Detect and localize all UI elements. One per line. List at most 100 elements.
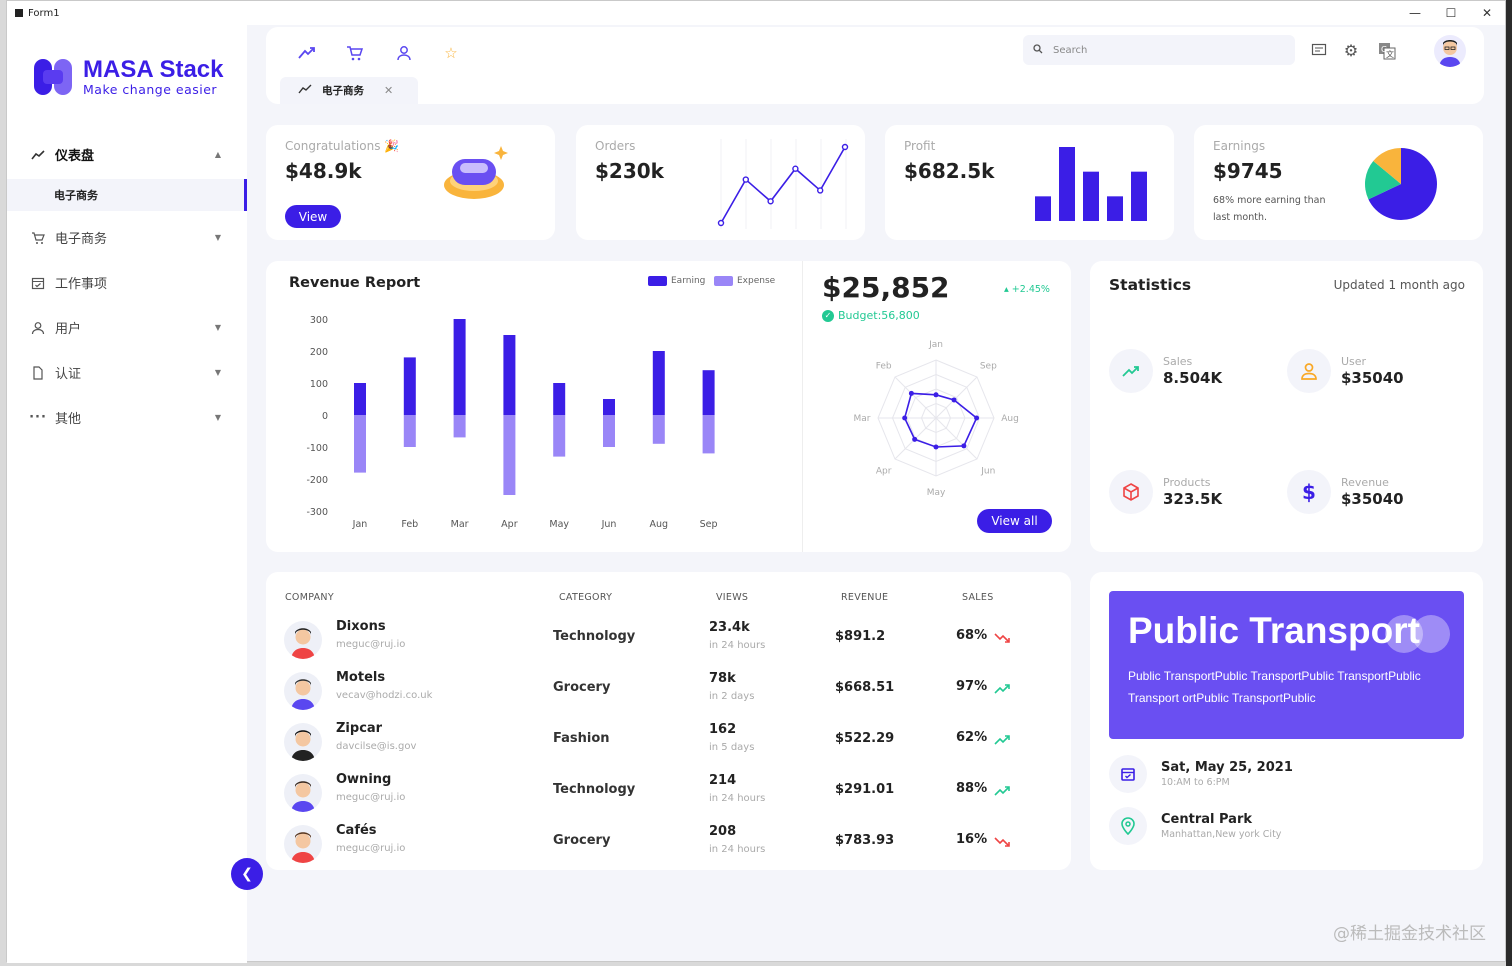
views-cell: 162 bbox=[709, 722, 737, 737]
pie-slice bbox=[1365, 161, 1401, 200]
calendar-icon bbox=[1109, 755, 1147, 793]
views-cell: 214 bbox=[709, 773, 737, 788]
stat-label: Products bbox=[1163, 476, 1211, 489]
table-row[interactable]: Cafés meguc@ruj.io Grocery 208 in 24 hou… bbox=[266, 821, 1066, 872]
earning-bar bbox=[503, 335, 516, 415]
brand-tagline: Make change easier bbox=[83, 81, 218, 97]
cart-icon[interactable] bbox=[345, 43, 365, 63]
event-card: Public Transport Public TransportPublic … bbox=[1090, 572, 1483, 870]
orders-value: $230k bbox=[595, 159, 664, 183]
cart-icon bbox=[31, 231, 45, 245]
sidebar-item-label: 工作事项 bbox=[55, 277, 108, 292]
table-row[interactable]: Dixons meguc@ruj.io Technology 23.4k in … bbox=[266, 617, 1066, 668]
y-tick-label: -200 bbox=[306, 475, 328, 486]
tab-ecommerce[interactable]: 电子商务 ✕ bbox=[280, 77, 418, 104]
legend-expense: Expense bbox=[714, 276, 775, 286]
sidebar-item-tasks[interactable]: 工作事项 bbox=[7, 260, 247, 305]
revenue-cell: $291.01 bbox=[835, 782, 895, 797]
category-cell: Technology bbox=[553, 782, 636, 797]
banner-circle bbox=[1412, 615, 1450, 653]
sidebar-item-ecommerce[interactable]: 电子商务 ▼ bbox=[7, 215, 247, 260]
expense-bar bbox=[453, 415, 466, 438]
company-name: Zipcar bbox=[336, 721, 383, 736]
close-tab-icon[interactable]: ✕ bbox=[384, 84, 394, 97]
earnings-pie-chart bbox=[1365, 148, 1437, 220]
views-cell: 78k bbox=[709, 671, 736, 686]
revenue-cell: $522.29 bbox=[835, 731, 895, 746]
table-row[interactable]: Owning meguc@ruj.io Technology 214 in 24… bbox=[266, 770, 1066, 821]
close-button[interactable]: ✕ bbox=[1481, 6, 1493, 20]
radar-axis-label: Sep bbox=[980, 362, 997, 372]
message-icon[interactable] bbox=[1309, 40, 1329, 60]
statistics-title: Statistics bbox=[1109, 276, 1192, 294]
collapse-sidebar-button[interactable]: ❮ bbox=[231, 858, 263, 890]
search-input[interactable]: Search bbox=[1023, 35, 1295, 65]
stat-revenue: $ Revenue $35040 bbox=[1287, 470, 1404, 514]
x-tick-label: Sep bbox=[700, 519, 718, 530]
company-email: meguc@ruj.io bbox=[336, 843, 406, 854]
box-icon bbox=[1109, 470, 1153, 514]
earning-bar bbox=[354, 383, 366, 415]
pie-slice bbox=[1373, 148, 1401, 184]
sales-cell: 62% bbox=[956, 730, 988, 745]
brand-name: MASA Stack bbox=[83, 55, 224, 83]
minimize-button[interactable]: — bbox=[1409, 6, 1421, 20]
gear-icon[interactable]: ⚙ bbox=[1343, 40, 1359, 60]
maximize-button[interactable]: ☐ bbox=[1445, 6, 1457, 20]
y-tick-label: -100 bbox=[306, 443, 328, 454]
radar-point bbox=[933, 392, 939, 398]
y-tick-label: 200 bbox=[310, 347, 328, 358]
table-header: CATEGORY bbox=[559, 592, 613, 603]
view-all-button[interactable]: View all bbox=[977, 509, 1052, 533]
table-row[interactable]: Motels vecav@hodzi.co.uk Grocery 78k in … bbox=[266, 668, 1066, 719]
category-cell: Grocery bbox=[553, 833, 611, 848]
profit-bar-chart bbox=[1035, 147, 1147, 221]
sidebar-item-other[interactable]: ··· 其他 ▼ bbox=[7, 395, 247, 440]
orders-point bbox=[742, 176, 749, 183]
radar-axis bbox=[935, 376, 978, 419]
radar-axis-label: Apr bbox=[876, 466, 892, 476]
more-icon: ··· bbox=[29, 410, 47, 425]
stat-user: User $35040 bbox=[1287, 349, 1404, 393]
file-icon bbox=[31, 365, 45, 380]
divider bbox=[802, 261, 803, 552]
sidebar-item-users[interactable]: 用户 ▼ bbox=[7, 305, 247, 350]
x-tick-label: Aug bbox=[650, 519, 669, 530]
profit-bar bbox=[1035, 196, 1051, 221]
radar-point bbox=[912, 436, 918, 442]
revenue-cell: $891.2 bbox=[835, 629, 886, 644]
stat-value: $35040 bbox=[1341, 369, 1404, 387]
orders-point bbox=[792, 165, 799, 172]
dollar-icon: $ bbox=[1287, 470, 1331, 514]
sidebar-item-auth[interactable]: 认证 ▼ bbox=[7, 350, 247, 395]
category-cell: Grocery bbox=[553, 680, 611, 695]
event-date-text: Sat, May 25, 2021 bbox=[1161, 760, 1293, 775]
pie-slice bbox=[1368, 148, 1437, 220]
company-email: meguc@ruj.io bbox=[336, 639, 406, 650]
svg-text:G: G bbox=[1381, 45, 1387, 54]
expense-bar bbox=[354, 415, 366, 473]
trend-icon[interactable] bbox=[297, 43, 317, 63]
stat-value: 323.5K bbox=[1163, 490, 1223, 508]
sidebar-item-dashboard[interactable]: 仪表盘 ▲ bbox=[7, 132, 247, 177]
star-icon[interactable]: ☆ bbox=[444, 44, 458, 62]
background-strip bbox=[1506, 0, 1512, 966]
profit-label: Profit bbox=[904, 139, 936, 153]
avatar bbox=[284, 672, 322, 710]
trend-down-icon bbox=[994, 629, 1012, 648]
table-row[interactable]: Zipcar davcilse@is.gov Fashion 162 in 5 … bbox=[266, 719, 1066, 770]
radar-chart: Jan Sep Aug Jun May Apr Mar Feb bbox=[854, 340, 1019, 498]
avatar[interactable] bbox=[1434, 35, 1466, 67]
event-banner[interactable]: Public Transport Public TransportPublic … bbox=[1109, 591, 1464, 739]
stat-label: Revenue bbox=[1341, 476, 1389, 489]
view-button[interactable]: View bbox=[285, 205, 341, 228]
statistics-card: Statistics Updated 1 month ago Sales 8.50… bbox=[1090, 261, 1483, 552]
views-cell: 208 bbox=[709, 824, 737, 839]
sidebar-subitem-ecommerce[interactable]: 电子商务 bbox=[7, 179, 247, 211]
user-icon[interactable] bbox=[394, 43, 414, 63]
brand-logo[interactable]: MASA Stack Make change easier bbox=[33, 57, 223, 97]
budget-label: ✓ Budget:56,800 bbox=[822, 309, 920, 322]
y-tick-label: 100 bbox=[310, 379, 328, 390]
